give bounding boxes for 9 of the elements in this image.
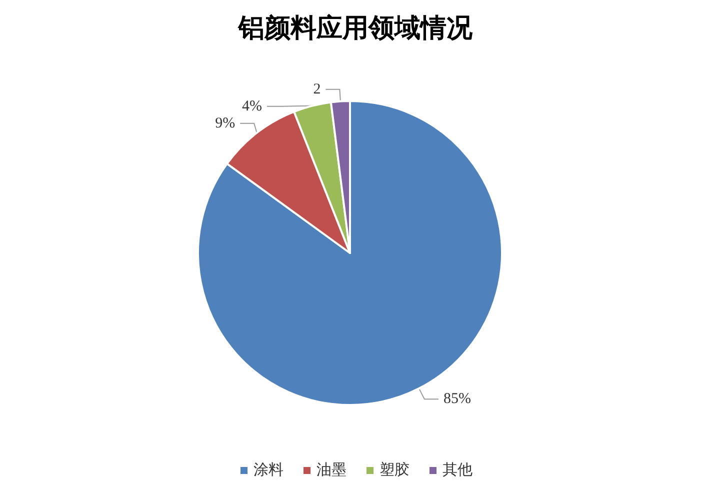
legend-label: 其他 (442, 462, 472, 478)
legend-label: 涂料 (254, 462, 284, 478)
data-label: 2 (313, 81, 321, 98)
data-label: 85% (443, 391, 471, 408)
legend-label: 油墨 (316, 462, 346, 478)
data-label: 4% (242, 98, 262, 114)
legend-label: 塑胶 (380, 462, 410, 478)
data-label: 9% (215, 115, 236, 132)
chart-title: 铝颜料应用领域情况 (238, 14, 474, 42)
